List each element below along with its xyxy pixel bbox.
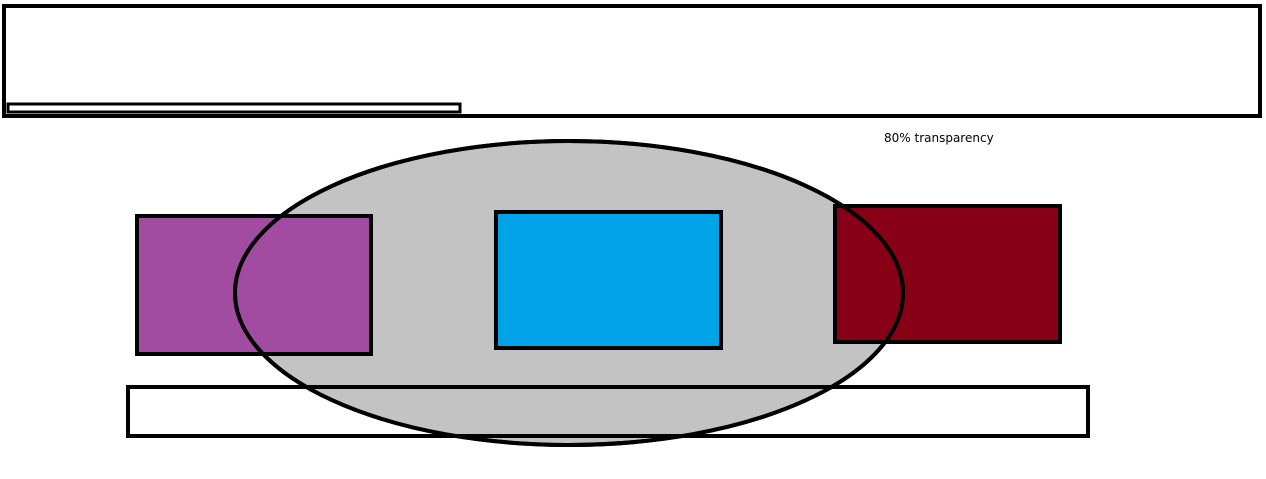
top-bar-rectangle (2, 4, 1262, 118)
top-inner-bar-rectangle (6, 102, 462, 114)
red-box-outline (833, 204, 1062, 344)
transparency-annotation: 80% transparency (884, 131, 994, 145)
bottom-bar-outline (126, 385, 1090, 438)
overlay-ellipse-outline (233, 139, 905, 447)
purple-box-outline (135, 214, 373, 356)
blue-box (494, 210, 723, 350)
